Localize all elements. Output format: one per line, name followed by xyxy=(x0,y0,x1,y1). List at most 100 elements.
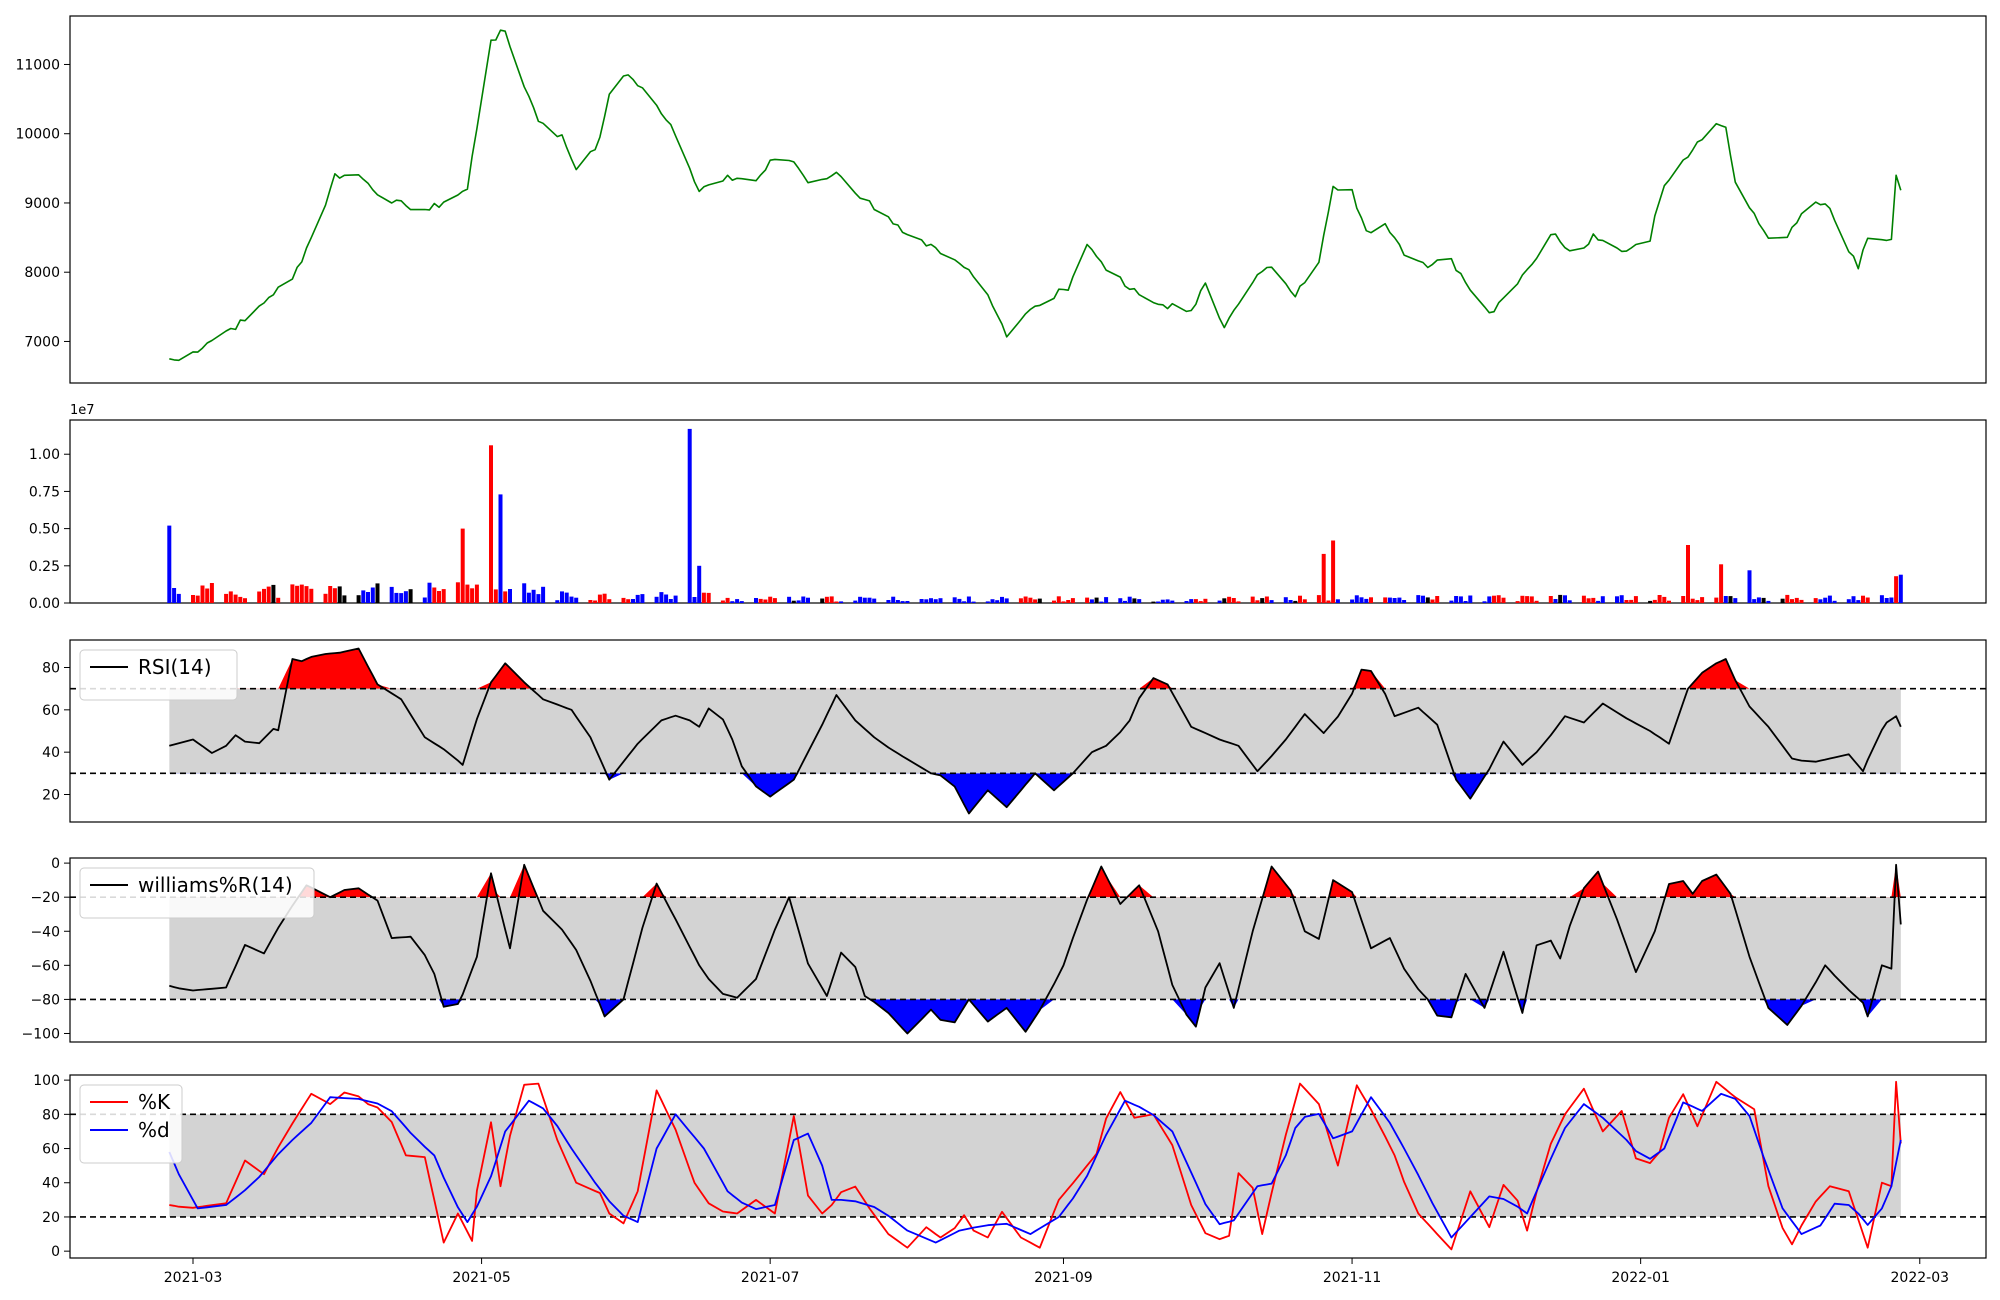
volume-bar xyxy=(493,589,498,603)
rsi-ytick-label: 40 xyxy=(42,745,60,761)
volume-bar xyxy=(200,585,205,603)
volume-bar xyxy=(1591,597,1596,603)
volume-bar xyxy=(602,593,607,603)
volume-bar xyxy=(1794,597,1799,603)
volume-bar xyxy=(763,599,768,603)
volume-bar xyxy=(1520,595,1525,603)
volume-bar xyxy=(1288,600,1293,603)
volume-bar xyxy=(839,601,844,603)
volume-bar xyxy=(1719,564,1724,603)
volume-bar xyxy=(588,600,593,603)
volume-bar xyxy=(195,595,200,603)
volume-bar xyxy=(692,597,697,603)
volume-bar xyxy=(1615,596,1619,603)
volume-frame xyxy=(69,419,1987,604)
volume-bar xyxy=(1231,598,1236,603)
volume-bar xyxy=(1123,600,1127,603)
volume-bar xyxy=(1392,598,1397,603)
volume-bar xyxy=(1033,599,1038,603)
volume-bar xyxy=(1184,601,1189,603)
volume-bar xyxy=(370,587,375,603)
volume-bar xyxy=(1790,599,1794,603)
volume-bar xyxy=(1525,596,1530,603)
volume-bar xyxy=(1000,596,1004,603)
williams-ytick-label: −20 xyxy=(30,890,60,906)
volume-bar xyxy=(1132,598,1137,603)
volume-bar xyxy=(224,593,229,603)
volume-bar xyxy=(427,582,432,603)
volume-bar xyxy=(1255,600,1260,603)
volume-bar xyxy=(735,599,740,603)
volume-bar xyxy=(1316,595,1321,603)
volume-bar xyxy=(1321,553,1326,603)
volume-bar xyxy=(1354,595,1359,603)
volume-bar xyxy=(1832,600,1837,603)
volume-bar xyxy=(1425,597,1430,603)
volume-bar xyxy=(1501,597,1506,603)
volume-bar xyxy=(299,584,304,603)
volume-bar xyxy=(659,592,664,603)
volume-bar xyxy=(205,588,210,603)
stochastic-ytick-label: 40 xyxy=(42,1176,60,1192)
volume-bar xyxy=(824,596,829,603)
volume-bar xyxy=(1359,597,1364,603)
volume-bar xyxy=(1189,599,1194,603)
volume-bar xyxy=(1335,599,1340,603)
volume-bar xyxy=(1827,595,1832,603)
volume-bar xyxy=(304,586,309,603)
volume-bar xyxy=(1397,597,1402,603)
volume-bar xyxy=(673,595,678,603)
volume-bar xyxy=(1085,597,1090,603)
volume-bar xyxy=(1421,595,1425,603)
williams-r-panel: −100 −80 −60 −40 −20 0 williams%R(14) xyxy=(22,856,1987,1043)
volume-bar xyxy=(489,445,493,603)
volume-bar xyxy=(725,597,730,603)
volume-bar xyxy=(1198,601,1203,603)
volume-bar xyxy=(1799,599,1804,603)
rsi-band xyxy=(169,688,1901,774)
volume-bar xyxy=(1657,595,1662,603)
williams-legend-label: williams%R(14) xyxy=(138,873,293,897)
volume-bar xyxy=(995,600,1000,603)
volume-bar xyxy=(569,596,574,603)
volume-bar xyxy=(474,584,479,603)
volume-bar xyxy=(403,591,408,603)
volume-bar xyxy=(1127,596,1132,603)
volume-bar xyxy=(1482,601,1487,603)
volume-bar xyxy=(361,590,366,603)
volume-bar xyxy=(1061,601,1066,603)
volume-bar xyxy=(266,586,271,603)
volume-bar xyxy=(1733,598,1738,603)
volume-bar xyxy=(522,583,527,603)
volume-bar xyxy=(375,583,380,603)
volume-bar xyxy=(323,593,328,603)
volume-bar xyxy=(508,589,512,603)
volume-bar xyxy=(470,588,475,603)
x-tick-label: 2021-11 xyxy=(1323,1270,1382,1286)
volume-bar xyxy=(1856,600,1861,603)
volume-bar xyxy=(1004,598,1009,603)
volume-bar xyxy=(356,595,361,603)
volume-bar xyxy=(1298,595,1302,603)
volume-bar xyxy=(905,601,910,603)
volume-bar xyxy=(243,598,247,603)
volume-bar xyxy=(1023,596,1028,603)
rsi-line xyxy=(169,647,1902,815)
volume-panel: 0.00 0.25 0.50 0.75 1.00 1e7 xyxy=(29,403,1987,612)
volume-bar xyxy=(1449,600,1454,603)
volume-bar xyxy=(309,588,314,603)
volume-bar xyxy=(872,598,877,603)
volume-bar xyxy=(1865,597,1870,603)
volume-bar xyxy=(1723,596,1728,603)
volume-bar xyxy=(209,583,214,603)
volume-bar xyxy=(172,588,177,603)
volume-bar xyxy=(1752,599,1757,603)
volume-bar xyxy=(1364,598,1369,603)
price-line xyxy=(169,29,1902,362)
volume-bar xyxy=(389,586,394,603)
volume-bar xyxy=(408,589,413,603)
volume-bar xyxy=(1894,576,1899,603)
williams-band xyxy=(169,897,1901,1000)
volume-bar xyxy=(1066,600,1071,603)
rsi-frame xyxy=(69,639,1987,823)
